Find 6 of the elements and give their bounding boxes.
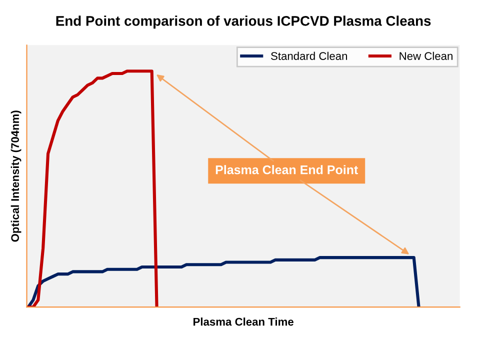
legend-label: Standard Clean [271,52,347,60]
annotation: Plasma Clean End Point [216,165,358,174]
legend-label: New Clean [400,52,452,60]
y-axis-title: Optical Intensity (704nm) [10,110,22,242]
chart-title: End Point comparison of various ICPCVD Plasma Cleans [56,16,431,29]
x-axis-title: Plasma Clean Time [194,318,294,326]
